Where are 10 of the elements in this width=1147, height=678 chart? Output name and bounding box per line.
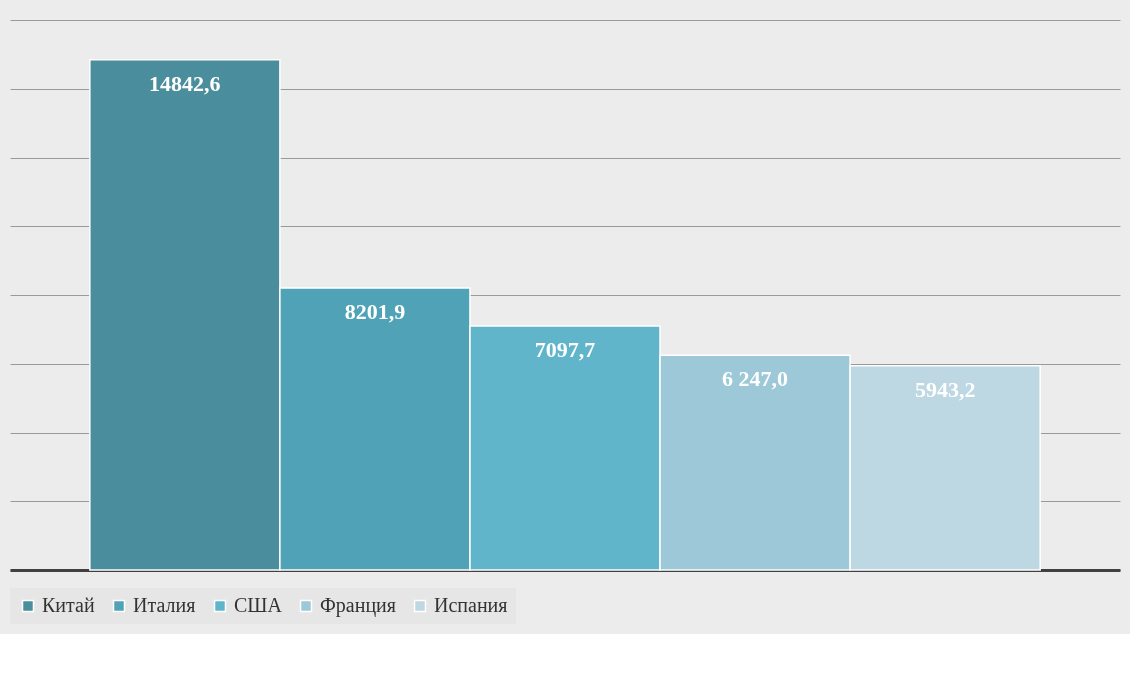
data-label: 7097,7 [534, 337, 596, 363]
legend-label: Франция [320, 594, 396, 617]
data-label: 14842,6 [149, 70, 221, 96]
legend-label: США [234, 594, 283, 616]
data-label: 5943,2 [914, 376, 976, 402]
data-label: 6 247,0 [722, 366, 789, 392]
legend-label: Испания [434, 594, 508, 616]
legend-label: Италия [133, 594, 196, 616]
legend-label: Китай [42, 594, 95, 616]
data-label: 8201,9 [344, 299, 406, 325]
